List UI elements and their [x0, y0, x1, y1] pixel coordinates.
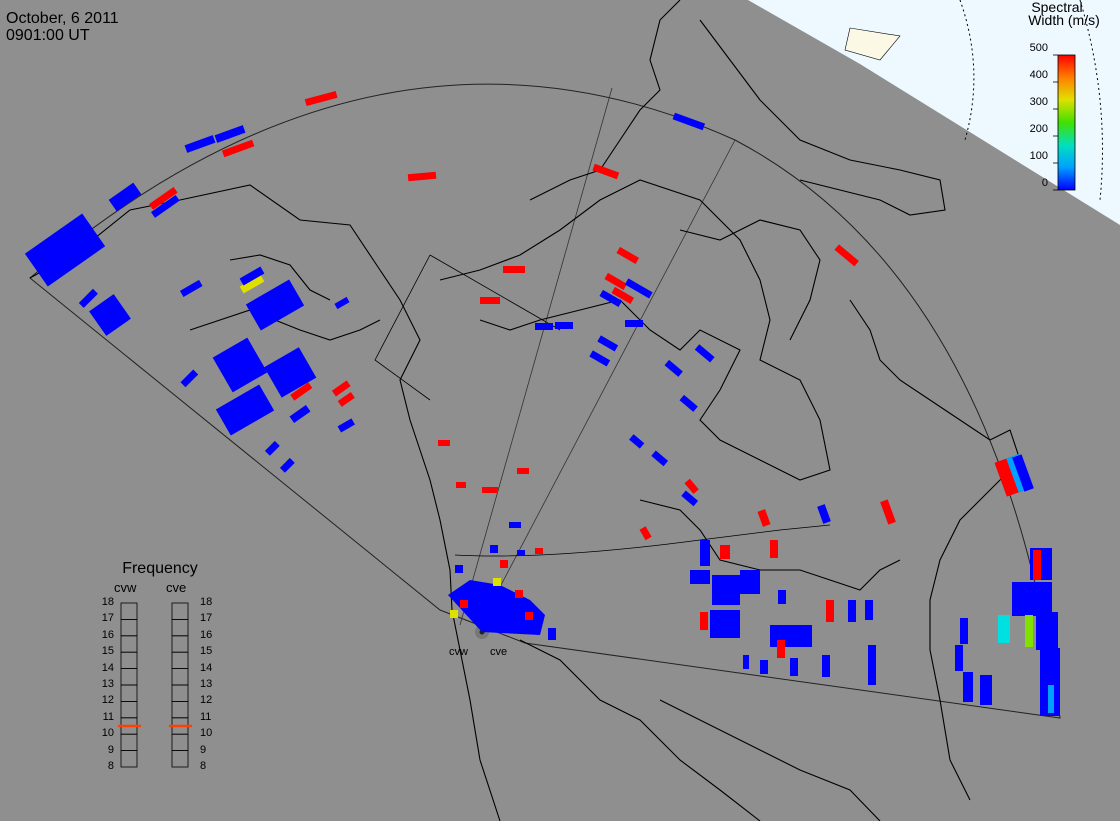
frequency-scale-label: 14 — [101, 661, 114, 674]
frequency-cell — [171, 651, 189, 670]
colorbar-tick-label: 400 — [1029, 69, 1048, 81]
colorbar-tick-label: 200 — [1029, 123, 1048, 135]
frequency-scale-label: 18 — [101, 596, 114, 608]
frequency-cell — [120, 701, 138, 719]
frequency-cell — [120, 668, 138, 686]
fov-boundary-1 — [459, 87, 613, 626]
frequency-cell — [171, 733, 189, 752]
fov-boundary-2 — [479, 139, 736, 626]
frequency-scale-label: 17 — [200, 612, 213, 625]
frequency-scale-label: 13 — [101, 678, 114, 690]
frequency-cell — [171, 701, 189, 719]
colorbar-tick-label: 100 — [1029, 150, 1048, 162]
coastlines — [29, 0, 1021, 821]
frequency-scale-label: 12 — [101, 694, 114, 707]
colorbar-title-line1: Spectral — [1031, 0, 1083, 15]
frequency-scale-label: 13 — [200, 678, 213, 690]
frequency-cell — [120, 619, 138, 637]
frequency-scale-label: 12 — [200, 694, 213, 707]
frequency-column-cvw — [120, 602, 138, 768]
date-label: October, 6 2011 — [6, 10, 119, 27]
colorbar-gradient — [1057, 54, 1076, 191]
frequency-cell — [120, 602, 138, 620]
colorbar-title-line2: Width (m/s) — [1028, 12, 1100, 28]
field-of-view-outline — [29, 83, 1061, 719]
frequency-panel-title: Frequency — [122, 560, 198, 577]
frequency-cell — [171, 619, 189, 637]
frequency-scale-label: 9 — [107, 743, 114, 756]
frequency-cell — [171, 750, 189, 768]
frequency-cell — [171, 635, 189, 653]
colorbar-tick-label: 300 — [1029, 96, 1048, 108]
frequency-column-label-cve: cve — [166, 580, 187, 595]
frequency-scale-label: 11 — [102, 710, 114, 723]
station-label-cve: cve — [490, 646, 508, 658]
frequency-scale-label: 14 — [200, 661, 213, 674]
frequency-scale-label: 9 — [200, 743, 207, 756]
backscatter-cells — [24, 90, 1060, 716]
frequency-scale-label: 18 — [200, 596, 213, 608]
frequency-scale-label: 10 — [101, 727, 114, 740]
frequency-cell — [120, 684, 138, 702]
frequency-scale-label: 11 — [200, 710, 212, 723]
colorbar-tick-label: 500 — [1029, 42, 1048, 54]
frequency-cell — [120, 651, 138, 670]
frequency-cell — [171, 684, 189, 702]
frequency-cell — [120, 635, 138, 653]
station-label-cvw: cvw — [449, 646, 468, 658]
daylight-region — [748, 0, 1120, 225]
frequency-cell — [171, 668, 189, 686]
frequency-scale-label: 16 — [200, 628, 213, 641]
frequency-scale-label: 16 — [101, 628, 114, 641]
frequency-column-label-cvw: cvw — [114, 580, 137, 595]
frequency-scale-label: 10 — [200, 727, 213, 740]
frequency-cell — [171, 602, 189, 620]
frequency-cell — [120, 733, 138, 752]
colorbar-tick-marks — [1053, 54, 1058, 191]
frequency-scale-label: 8 — [200, 760, 207, 772]
political-borders — [374, 254, 831, 557]
colorbar-tick-label: 0 — [1041, 177, 1048, 189]
polar-grid-circle-outer — [1079, 0, 1103, 201]
frequency-scale-label: 17 — [101, 612, 114, 625]
frequency-cell — [120, 750, 138, 768]
frequency-scale-label: 15 — [101, 645, 114, 658]
frequency-column-cve — [171, 602, 189, 768]
polar-grid-circle — [959, 0, 975, 141]
frequency-scale-label: 8 — [107, 760, 114, 772]
time-label: 0901:00 UT — [6, 27, 90, 44]
frequency-scale-label: 15 — [200, 645, 213, 658]
